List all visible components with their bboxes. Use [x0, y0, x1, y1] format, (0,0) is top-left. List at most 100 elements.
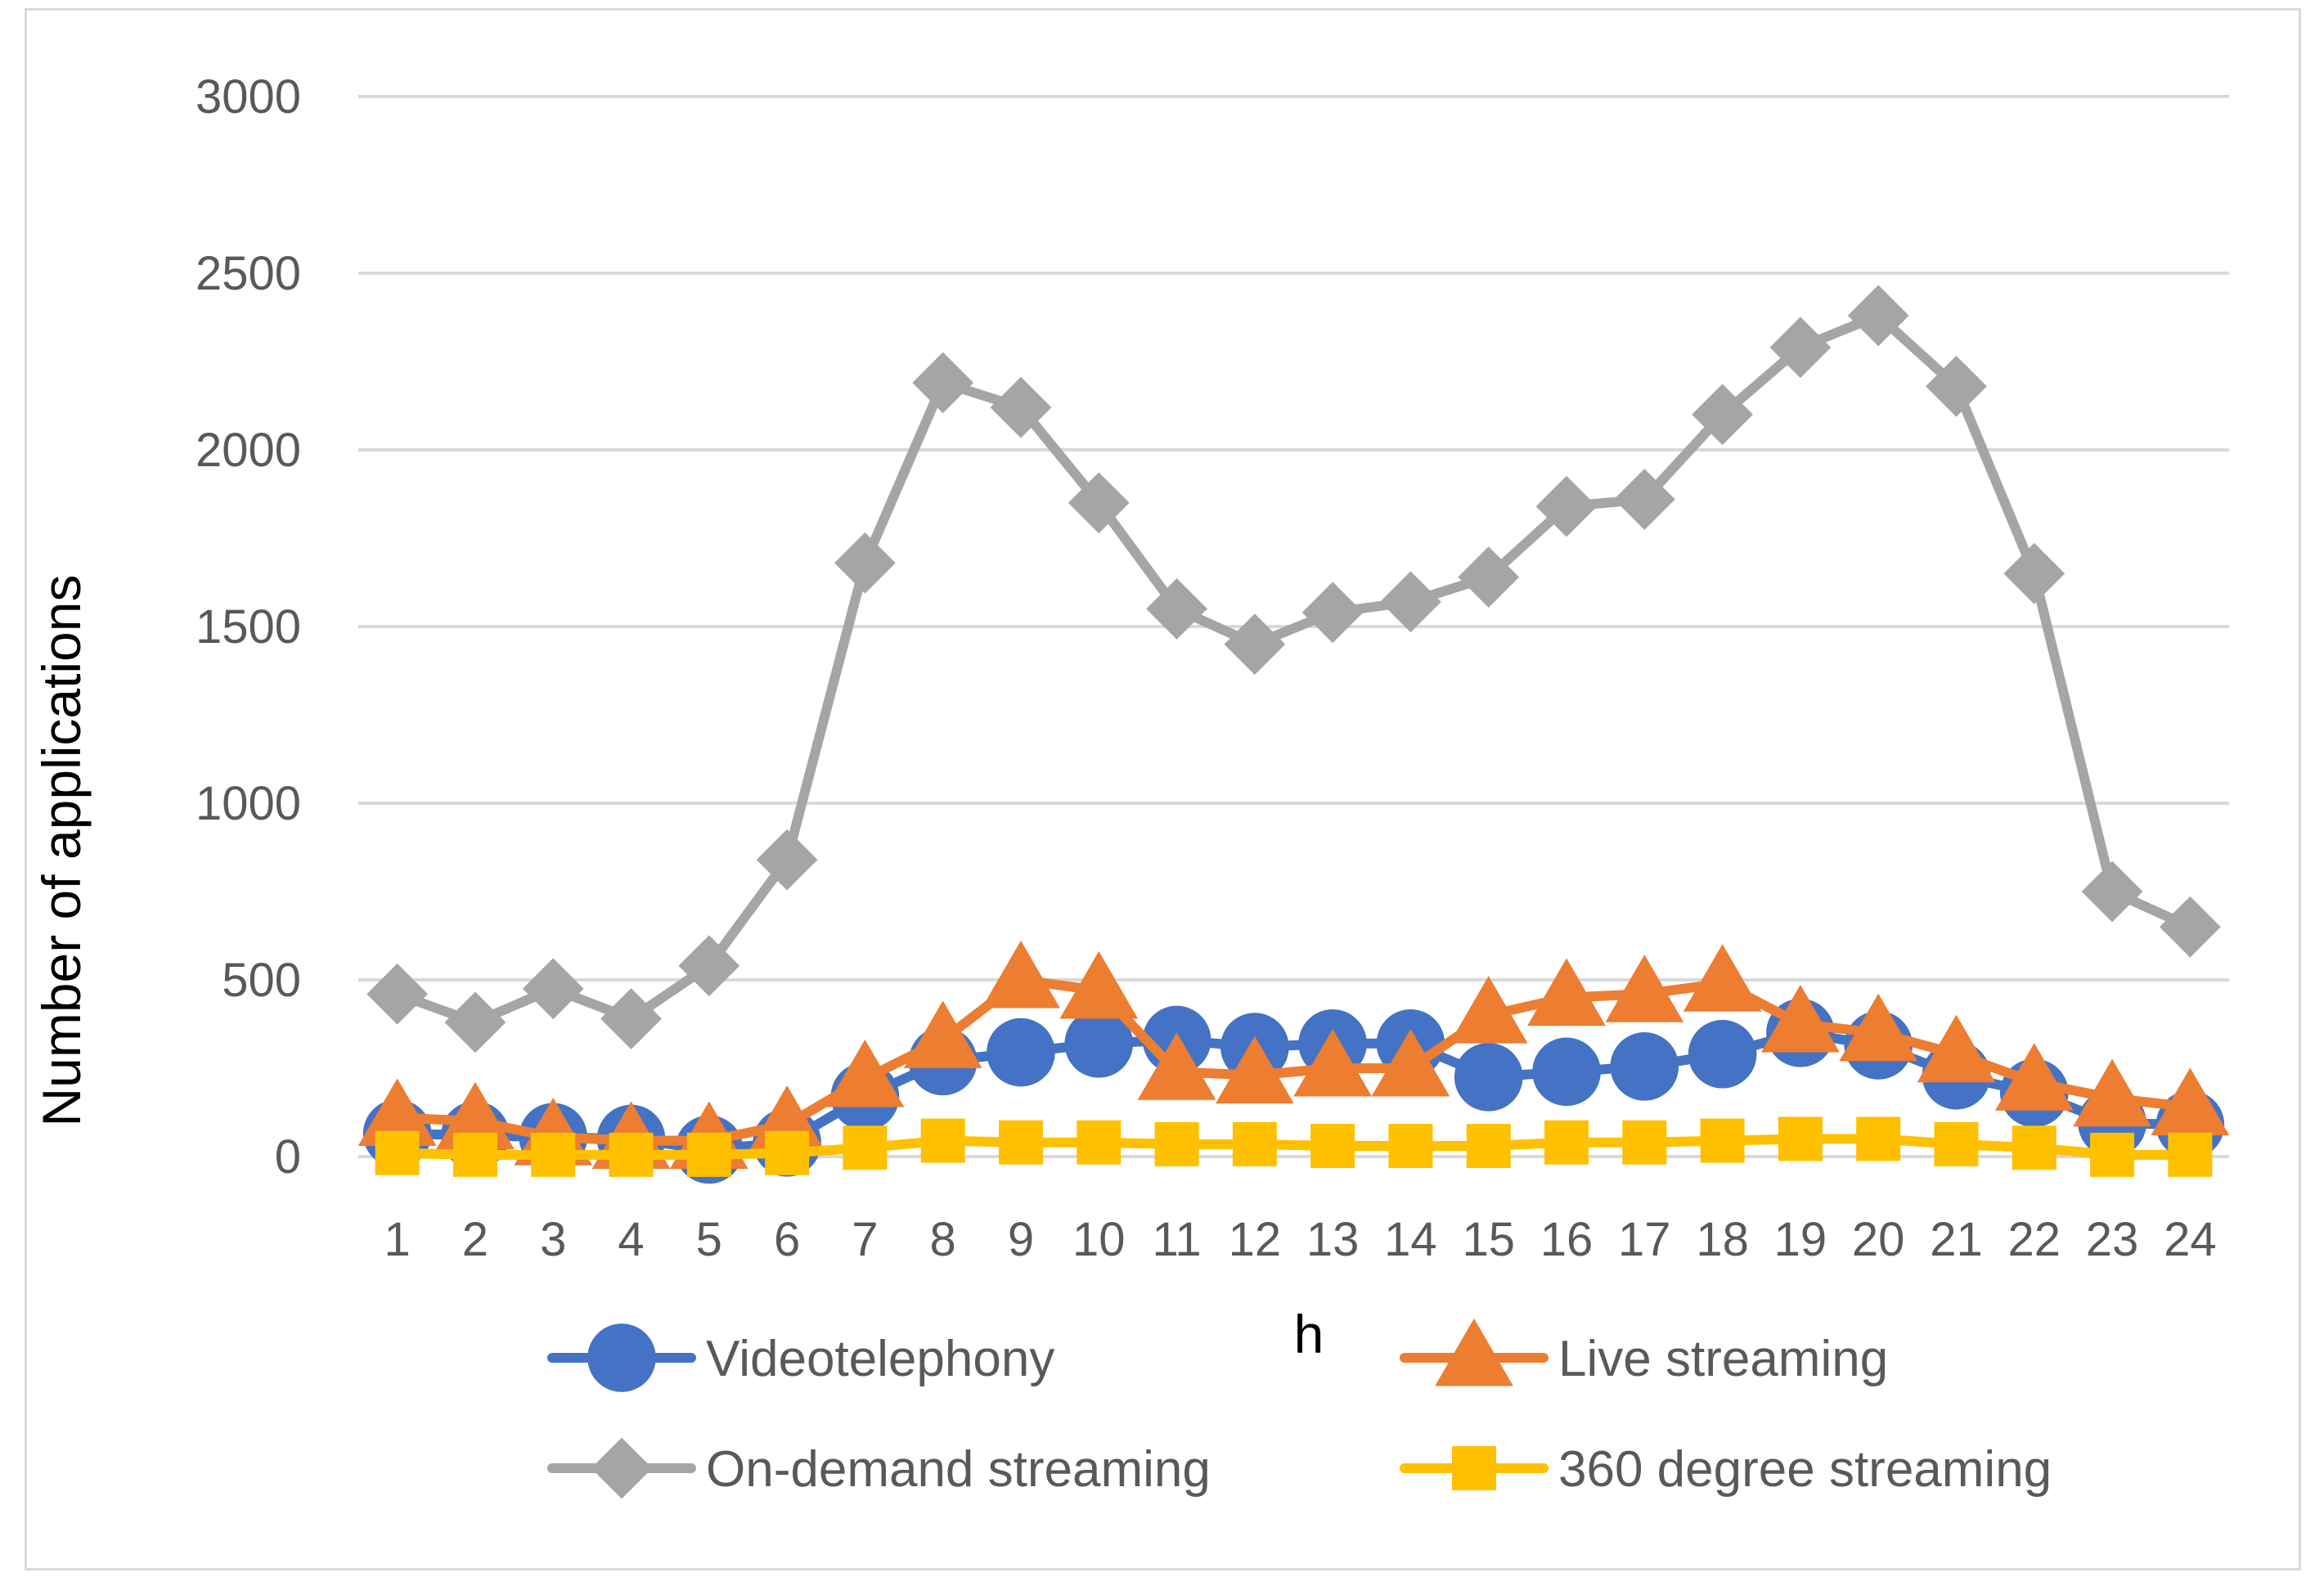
data-point [1059, 950, 1139, 1019]
data-point [678, 935, 740, 997]
data-point [375, 1130, 420, 1175]
data-point [1613, 469, 1675, 530]
data-point [2168, 1132, 2213, 1177]
data-point [1154, 1121, 1199, 1166]
data-point [1380, 571, 1441, 633]
data-point [990, 376, 1052, 438]
x-tick-label: 9 [1008, 1213, 1034, 1266]
y-tick-label: 3000 [196, 70, 301, 124]
data-point [1068, 472, 1130, 534]
data-point [1917, 1014, 1996, 1083]
data-point [1926, 355, 1987, 417]
x-tick-label: 24 [2164, 1213, 2217, 1266]
x-tick-label: 20 [1852, 1213, 1905, 1266]
data-point [1466, 1124, 1511, 1169]
data-point [982, 940, 1060, 1009]
data-point [1077, 1120, 1122, 1165]
data-point [1301, 582, 1364, 644]
data-point [1137, 1032, 1216, 1100]
data-point [1454, 1043, 1523, 1112]
series-line [392, 1027, 2196, 1155]
x-tick-label: 22 [2008, 1213, 2061, 1266]
x-tick-label: 8 [930, 1213, 956, 1266]
data-point [1458, 546, 1520, 608]
data-point [1692, 384, 1753, 446]
data-point [1778, 1116, 1823, 1161]
data-point [2073, 1058, 2151, 1127]
y-tick-label: 500 [222, 954, 301, 1007]
data-point [1610, 1032, 1679, 1101]
data-point [1371, 1028, 1450, 1097]
data-point [843, 1125, 888, 1170]
legend-marker [1435, 1318, 1513, 1386]
legend: Videotelephony Live streaming On-demand st… [547, 1318, 2052, 1499]
data-point [1224, 613, 1286, 675]
x-tick-label: 12 [1229, 1213, 1282, 1266]
data-point [1532, 1037, 1601, 1107]
x-tick-label: 19 [1774, 1213, 1827, 1266]
legend-label: 360 degree streaming [1558, 1441, 2052, 1498]
plot-area [357, 285, 2230, 1184]
x-tick-label: 18 [1696, 1213, 1749, 1266]
data-point [1856, 1116, 1901, 1161]
y-tick-label: 1000 [196, 777, 301, 830]
data-point [2003, 542, 2066, 604]
data-point [1449, 976, 1528, 1044]
data-point [1761, 984, 1840, 1053]
data-point [1839, 993, 1918, 1062]
x-tick-label: 6 [774, 1213, 800, 1266]
data-point [756, 829, 818, 891]
x-tick-label: 21 [1930, 1213, 1983, 1266]
data-point [1527, 958, 1606, 1027]
data-point [920, 1118, 965, 1163]
legend-item: Videotelephony [547, 1323, 1054, 1392]
legend-marker [587, 1323, 656, 1392]
data-point [1605, 955, 1684, 1022]
series-on-demand-streaming [366, 285, 2221, 1054]
data-point [1388, 1124, 1433, 1169]
data-point [1146, 578, 1207, 640]
data-point [1994, 1043, 2074, 1111]
x-tick-label: 3 [540, 1213, 566, 1266]
y-tick-label: 0 [275, 1130, 301, 1184]
y-tick-label: 2500 [196, 247, 301, 300]
data-point [1293, 1028, 1373, 1097]
x-tick-label: 17 [1618, 1213, 1671, 1266]
data-point [834, 532, 896, 594]
series-360-degree-streaming [375, 1116, 2213, 1177]
data-point [452, 1132, 497, 1177]
data-point [903, 1000, 982, 1068]
data-point [1700, 1118, 1745, 1163]
x-axis-title: h [1294, 1304, 1324, 1364]
data-point [1310, 1124, 1355, 1169]
data-point [1769, 317, 1832, 379]
data-point [2081, 860, 2143, 923]
data-point [366, 963, 429, 1025]
legend-item: On-demand streaming [547, 1437, 1211, 1499]
data-point [1847, 285, 1909, 347]
series-line [392, 310, 2196, 1027]
data-point [1934, 1121, 1979, 1166]
y-tick-label: 1500 [196, 600, 301, 654]
data-point [2159, 896, 2221, 958]
x-tick-label: 23 [2086, 1213, 2139, 1266]
data-point [1688, 1019, 1757, 1089]
x-tick-label: 11 [1152, 1213, 1201, 1266]
data-point [609, 1132, 654, 1177]
data-point [1622, 1120, 1667, 1165]
legend-label: Videotelephony [706, 1331, 1054, 1387]
data-point [825, 1039, 905, 1108]
x-tick-label: 10 [1072, 1213, 1126, 1266]
legend-item: 360 degree streaming [1400, 1441, 2052, 1498]
y-tick-label: 2000 [196, 424, 301, 477]
legend-label: On-demand streaming [706, 1441, 1211, 1498]
y-axis-tick-labels: 0 500 1000 1500 2000 2500 3000 [196, 70, 301, 1184]
data-point [1232, 1121, 1277, 1166]
x-tick-label: 16 [1540, 1213, 1594, 1266]
data-point [2090, 1132, 2135, 1177]
x-tick-label: 2 [462, 1213, 488, 1266]
x-tick-label: 1 [384, 1213, 411, 1266]
x-tick-label: 14 [1384, 1213, 1437, 1266]
x-tick-label: 13 [1306, 1213, 1360, 1266]
